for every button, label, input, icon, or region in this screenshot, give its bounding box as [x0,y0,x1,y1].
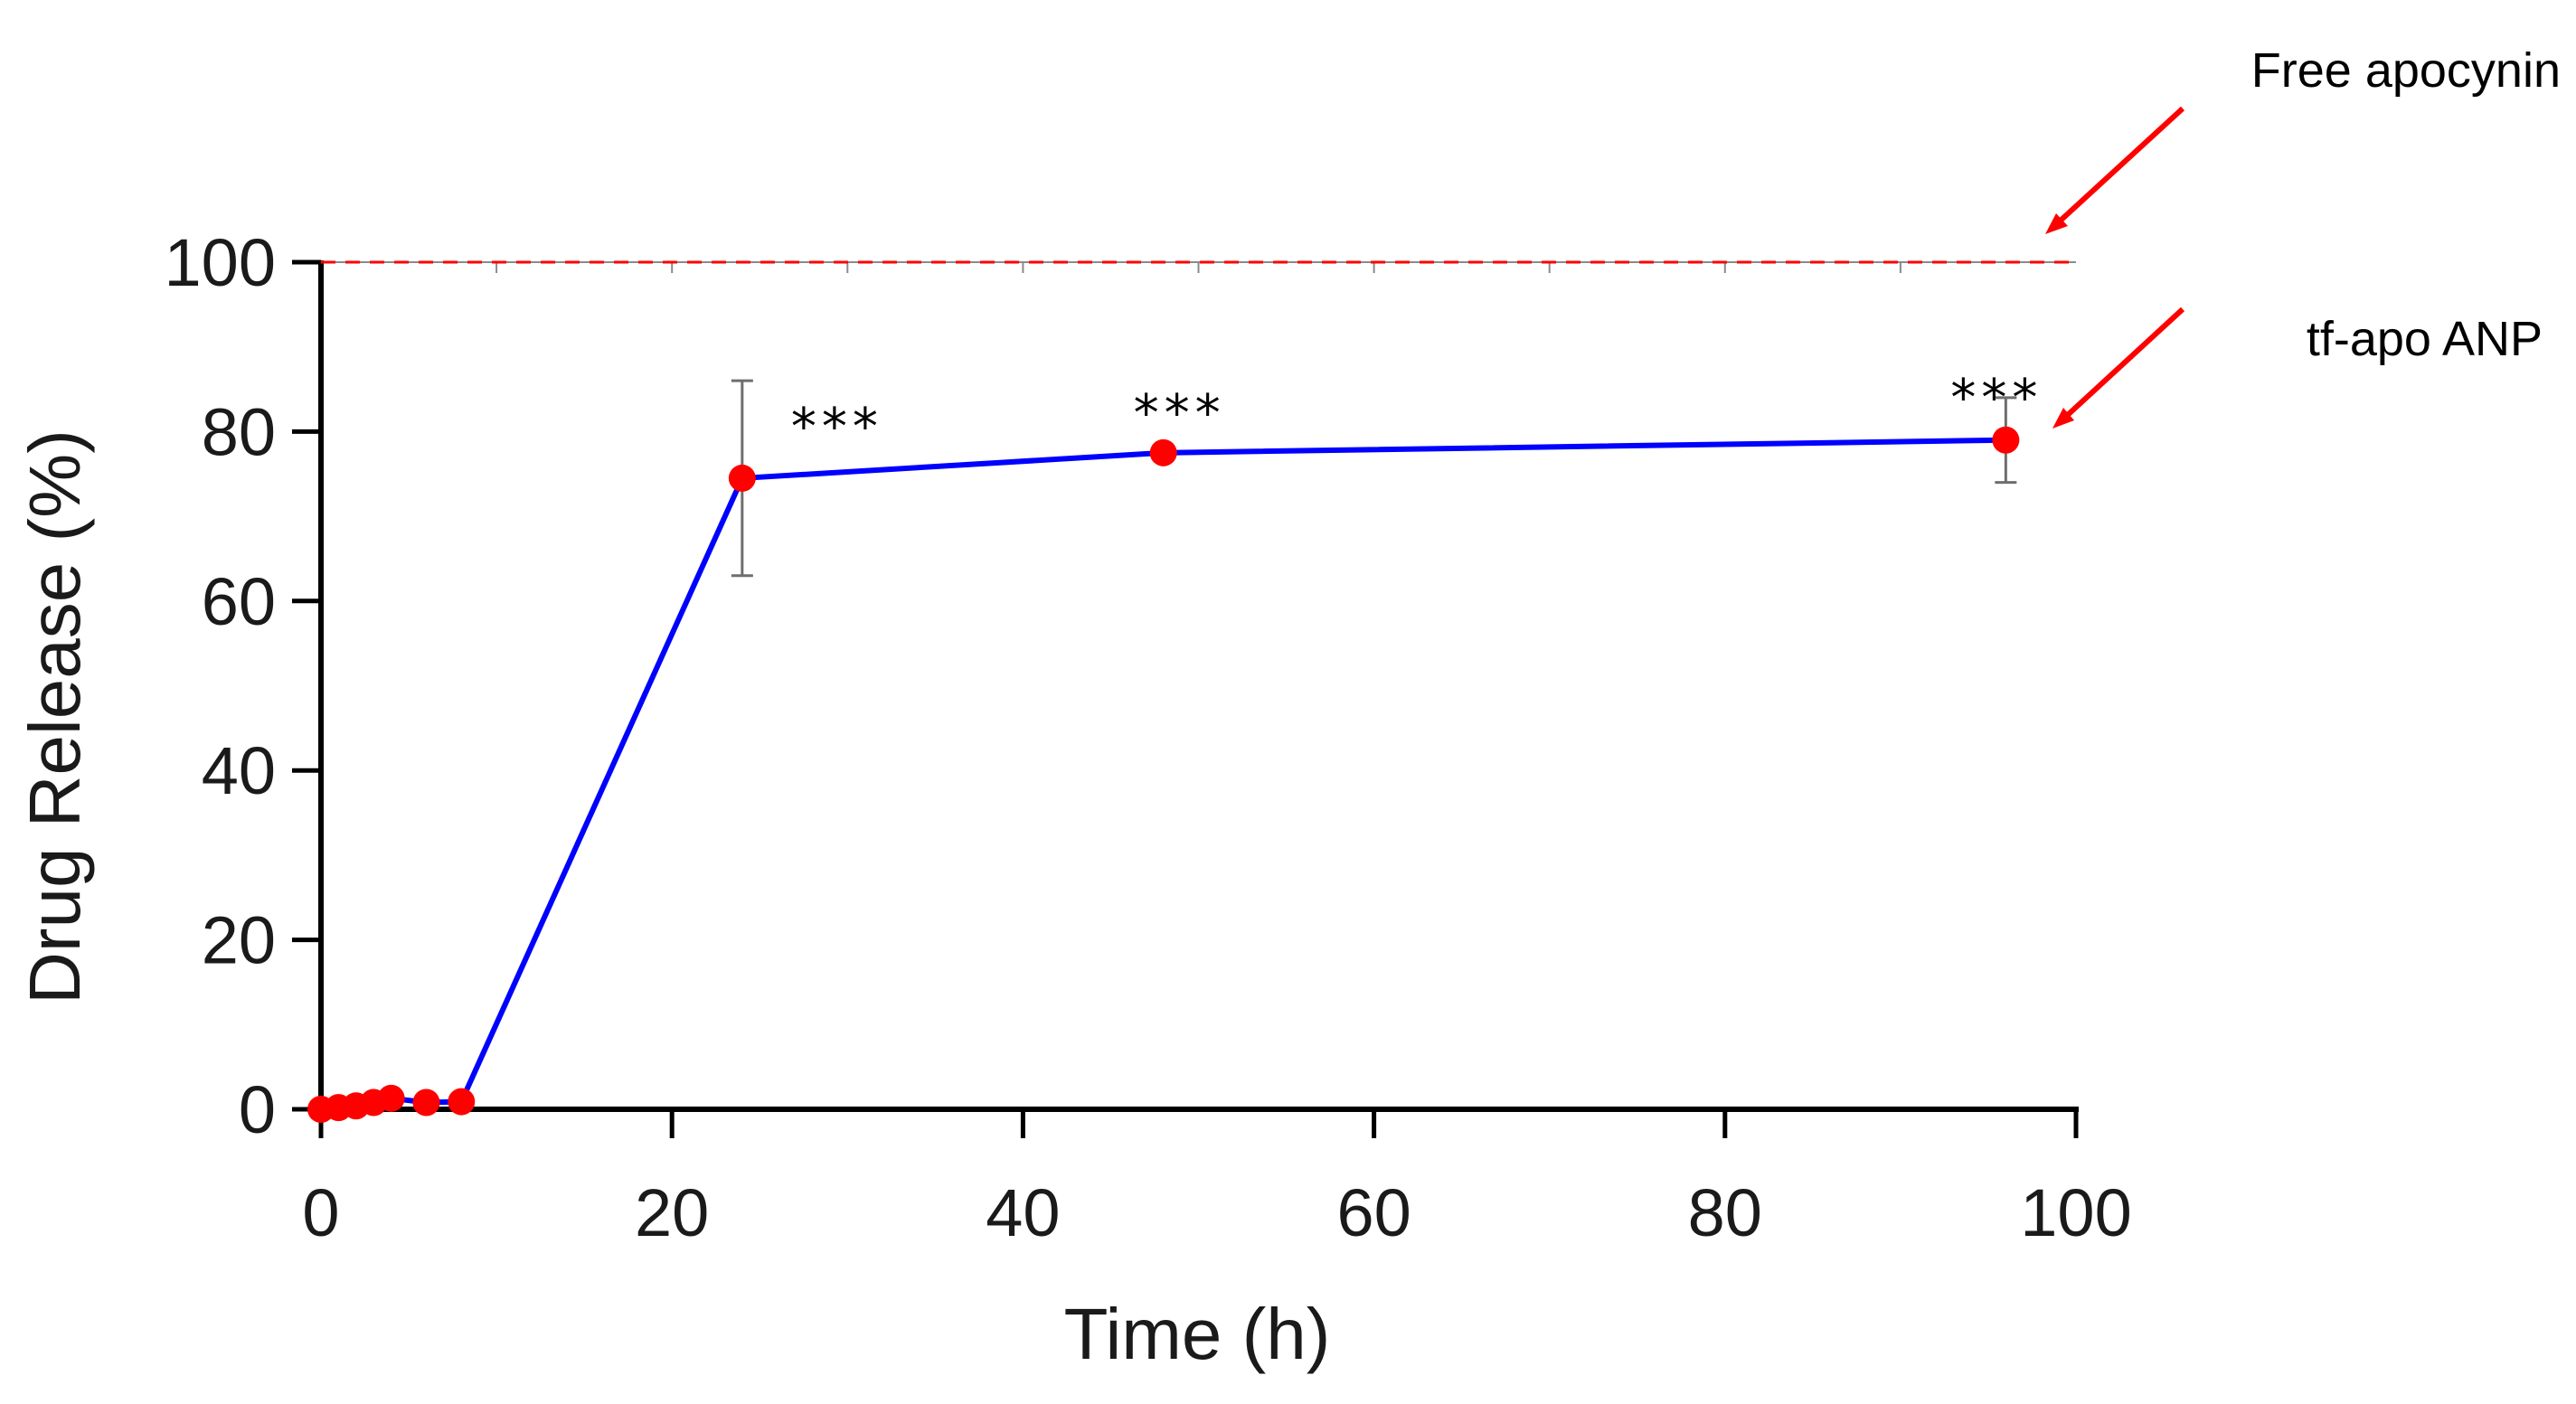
series-layer [307,260,2076,1123]
x-tick-label: 100 [2020,1175,2131,1250]
y-tick-label: 60 [202,564,276,639]
tf-apo-anp-line [320,437,2006,1112]
x-tick-label: 60 [1336,1175,1411,1250]
significance-stars: *** [1950,369,2043,428]
tf-apo-anp-arrow [2057,306,2185,425]
x-tick-label: 0 [302,1175,339,1250]
x-axis-title: Time (h) [1064,1294,1331,1374]
free-apocynin-arrowhead [2045,213,2068,234]
x-tick-label: 40 [986,1175,1060,1250]
data-point [1992,426,2020,454]
data-point [448,1088,476,1116]
y-tick-label: 80 [202,394,276,469]
data-point [377,1084,405,1112]
significance-stars: *** [791,398,883,457]
x-tick-label: 20 [635,1175,709,1250]
arrows [2045,106,2185,429]
axes: 0 20 40 60 80 100 0 20 40 60 80 100 [165,225,2132,1250]
data-point [1149,438,1177,466]
free-apocynin-arrow [2050,106,2185,231]
tf-apo-anp-label: tf-apo ANP [2307,312,2543,366]
annotations: *** *** *** [791,369,2043,457]
x-tick-label: 80 [1688,1175,1762,1250]
data-point [412,1088,440,1117]
y-tick-label: 20 [202,903,276,978]
tf-apo-anp-arrowhead [2052,408,2074,429]
y-axis-title: Drug Release (%) [14,429,95,1004]
y-tick-label: 0 [239,1072,276,1147]
y-tick-label: 100 [165,225,276,300]
y-tick-label: 40 [202,733,276,808]
data-point [728,464,756,492]
significance-stars: *** [1134,384,1226,443]
free-apocynin-label: Free apocynin [2251,43,2561,98]
